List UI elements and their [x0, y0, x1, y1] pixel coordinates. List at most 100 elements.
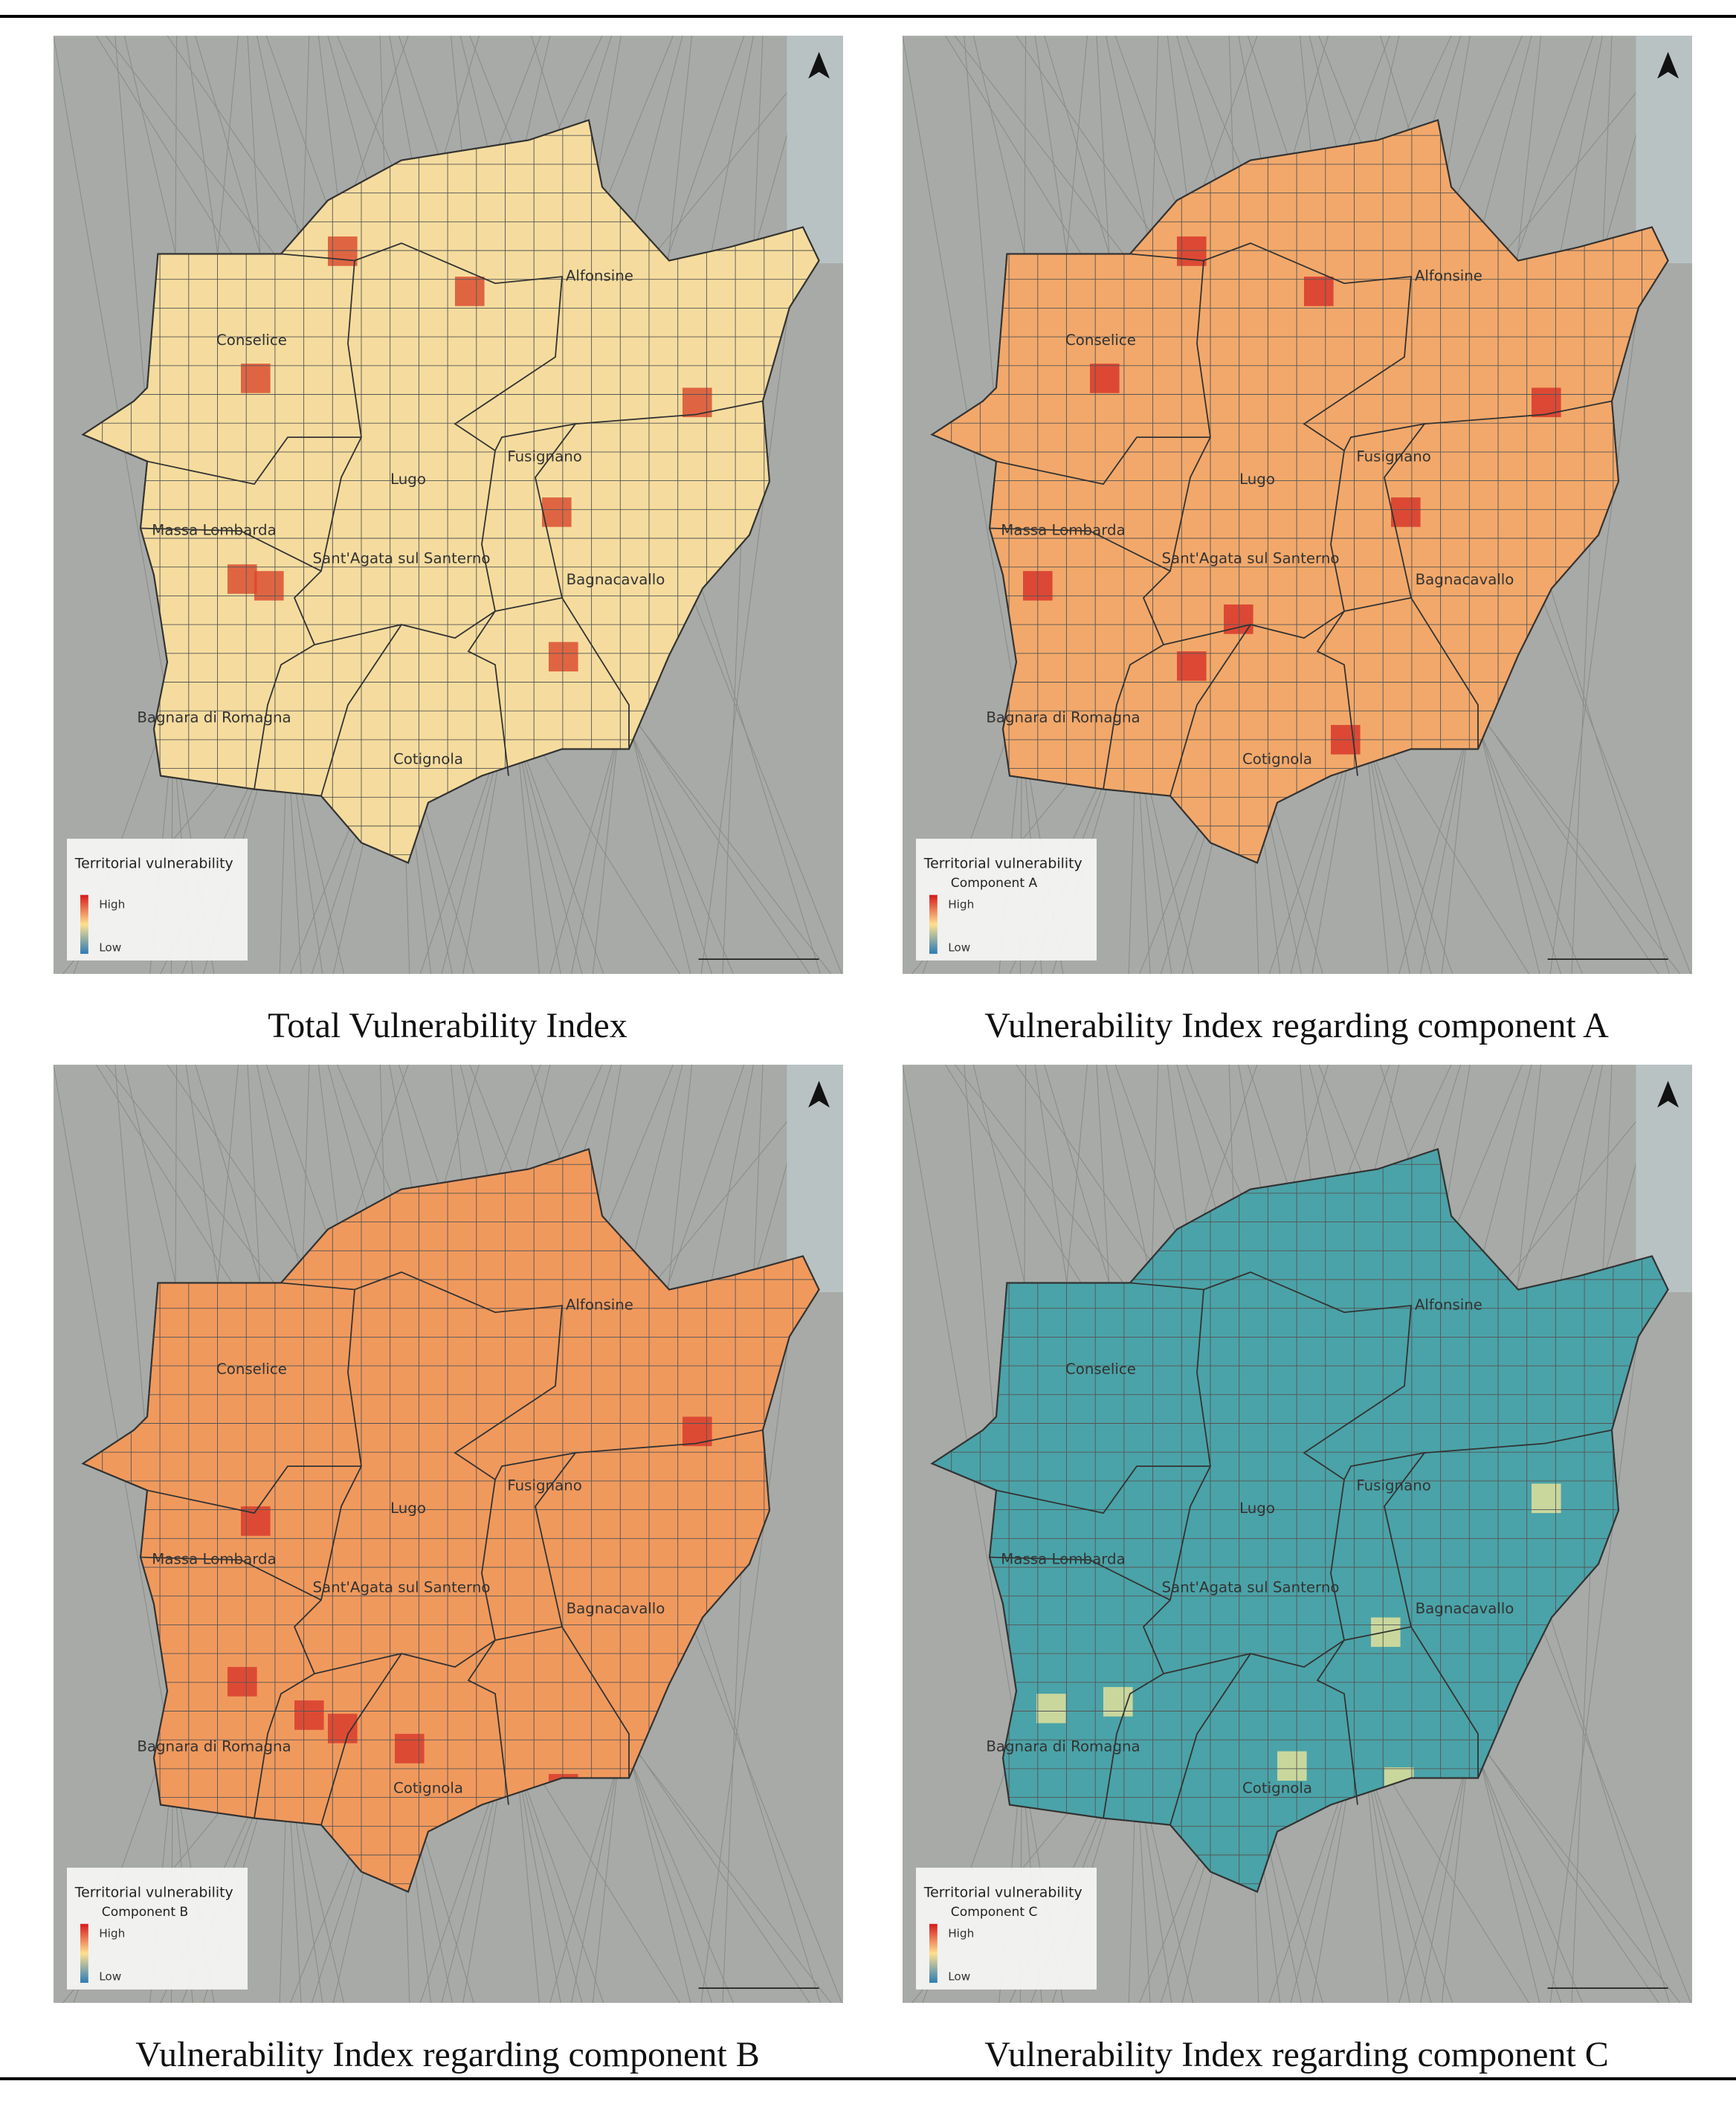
town-label: Massa Lombarda [152, 1551, 276, 1568]
map-panel: Alfonsine Conselice Lugo Fusignano Massa Lom… [53, 35, 843, 975]
municipal-border [1316, 1479, 1358, 1805]
road [53, 1065, 215, 2003]
hotspot [228, 1667, 257, 1697]
municipal-border [280, 1271, 764, 1481]
town-label: Bagnara di Romagna [137, 709, 291, 726]
legend-high: High [948, 898, 974, 912]
legend-ramp [80, 1923, 88, 1983]
municipal-border [1169, 1653, 1251, 1825]
town-label: Bagnacavallo [1416, 571, 1514, 588]
municipal-border [254, 260, 362, 790]
town-label: Conselice [1065, 1361, 1136, 1378]
municipal-border [1129, 1271, 1613, 1481]
map: Alfonsine Conselice Lugo Fusignano Massa Lom… [902, 1064, 1692, 2004]
town-label: Sant'Agata sul Santerno [313, 1578, 491, 1596]
municipal-border [140, 527, 322, 572]
hotspot [542, 497, 572, 527]
municipal-border [467, 1479, 509, 1805]
town-label: Bagnara di Romagna [986, 709, 1140, 726]
map-panel: Alfonsine Conselice Lugo Fusignano Massa Lom… [902, 1064, 1692, 2004]
town-label: Bagnacavallo [567, 1600, 665, 1617]
municipal-border [1103, 260, 1211, 790]
legend-box [916, 839, 1097, 961]
map: Alfonsine Conselice Lugo Fusignano Massa Lom… [53, 35, 843, 975]
legend-title: Territorial vulnerability [74, 1885, 233, 1901]
legend-box [916, 1868, 1097, 1990]
town-label: Fusignano [1356, 448, 1431, 465]
legend-title: Territorial vulnerability [923, 1885, 1082, 1901]
top-rule [0, 15, 1736, 18]
legend-ramp [929, 1923, 938, 1983]
map-panel: Alfonsine Conselice Lugo Fusignano Massa Lom… [53, 1064, 843, 2004]
legend-subtitle: Component B [102, 1905, 188, 1920]
caption: Vulnerability Index regarding component … [984, 1006, 1609, 1045]
hotspot [1391, 497, 1421, 527]
region-outline [930, 1148, 1669, 1893]
municipal-border [1410, 1626, 1479, 1778]
town-label: Massa Lombarda [1001, 1551, 1125, 1568]
town-label: Alfonsine [1415, 1297, 1482, 1314]
town-label: Lugo [1239, 1500, 1275, 1517]
town-label: Bagnara di Romagna [137, 1738, 291, 1755]
caption: Vulnerability Index regarding component … [135, 2035, 760, 2074]
municipal-border [254, 1289, 362, 1819]
town-label: Sant'Agata sul Santerno [313, 549, 491, 567]
municipal-border [146, 1465, 361, 1514]
municipal-border [561, 1626, 630, 1778]
municipal-border [1316, 450, 1358, 776]
legend-box [67, 839, 248, 961]
town-label: Sant'Agata sul Santerno [1162, 549, 1340, 567]
town-label: Fusignano [507, 1477, 582, 1494]
municipal-border [320, 1653, 402, 1825]
municipal-border [1129, 242, 1613, 452]
legend-low: Low [99, 1969, 121, 1983]
legend-high: High [99, 1927, 125, 1940]
road [53, 36, 215, 974]
region-outline [81, 119, 820, 864]
bottom-rule [0, 2077, 1736, 2080]
north-arrow [1657, 1080, 1679, 1108]
town-label: Cotignola [1242, 1779, 1312, 1796]
town-label: Cotignola [1242, 750, 1312, 767]
town-label: Sant'Agata sul Santerno [1162, 1578, 1340, 1596]
town-label: Alfonsine [1415, 268, 1482, 285]
town-label: Cotignola [393, 1779, 463, 1796]
municipal-border [989, 527, 1171, 572]
north-arrow [808, 1080, 830, 1108]
municipal-border [1103, 1289, 1211, 1819]
hotspot [1532, 1483, 1561, 1514]
grid [83, 1149, 819, 1892]
municipal-border [320, 624, 402, 796]
hotspot [549, 642, 578, 672]
legend-low: Low [99, 941, 121, 954]
town-label: Conselice [1065, 332, 1136, 349]
hotspot [1277, 1751, 1307, 1781]
town-label: Fusignano [1356, 1477, 1431, 1494]
municipal-border [561, 597, 630, 749]
legend-ramp [80, 894, 88, 954]
municipal-border [146, 436, 361, 485]
town-label: Fusignano [507, 448, 582, 465]
municipal-border [996, 436, 1210, 485]
town-label: Massa Lombarda [1001, 522, 1125, 539]
municipal-border [467, 450, 509, 776]
municipal-border [996, 1465, 1210, 1514]
town-label: Alfonsine [566, 268, 633, 285]
road [902, 36, 1064, 974]
hotspot [1103, 1687, 1133, 1717]
legend-title: Territorial vulnerability [74, 856, 233, 872]
hotspot [1090, 364, 1120, 393]
hotspot [1304, 277, 1334, 306]
municipal-border [989, 1556, 1171, 1601]
hotspot [1036, 1694, 1066, 1723]
road [902, 1065, 1064, 2003]
hotspot [228, 564, 257, 594]
municipal-border [140, 1556, 322, 1601]
legend-box [67, 1868, 248, 1990]
map-panel: Alfonsine Conselice Lugo Fusignano Massa Lom… [902, 35, 1692, 975]
region-outline [930, 119, 1669, 864]
hotspot [241, 364, 271, 393]
region-outline [81, 1148, 820, 1893]
north-arrow [808, 51, 830, 79]
